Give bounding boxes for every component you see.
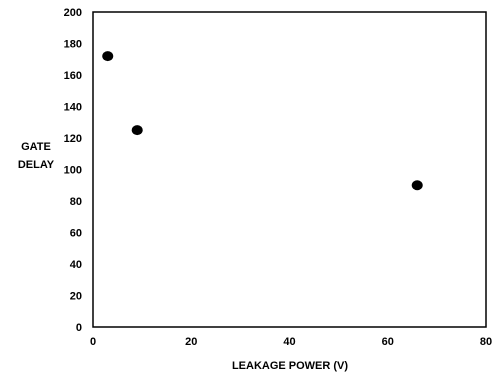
y-tick-label: 80: [70, 196, 82, 208]
x-tick-label: 60: [382, 336, 394, 348]
data-point: [102, 51, 114, 62]
y-tick-label: 120: [64, 133, 82, 145]
plot-frame: [92, 11, 487, 328]
y-tick-label: 60: [70, 228, 82, 240]
y-tick-label: 200: [64, 7, 82, 19]
data-points: [102, 51, 423, 191]
y-tick-label: 180: [64, 39, 82, 51]
y-tick-label: 160: [64, 70, 82, 82]
y-tick-label: 20: [70, 291, 82, 303]
x-tick-labels: 0 20 40 60 80: [90, 336, 492, 348]
y-tick-label: 0: [76, 322, 82, 334]
y-tick-labels: 0 20 40 60 80 100 120 140 160 180 200: [64, 7, 82, 334]
y-axis-label-line-2: DELAY: [18, 159, 55, 171]
axes: [92, 11, 487, 328]
data-point: [411, 180, 423, 191]
y-axis-label-line-1: GATE: [21, 141, 51, 153]
x-tick-label: 20: [185, 336, 197, 348]
x-axis-label: LEAKAGE POWER (V): [232, 360, 348, 372]
data-point: [131, 125, 143, 136]
x-tick-label: 40: [283, 336, 295, 348]
x-tick-label: 80: [480, 336, 492, 348]
y-tick-label: 100: [64, 165, 82, 177]
x-tick-label: 0: [90, 336, 96, 348]
y-tick-label: 140: [64, 102, 82, 114]
y-tick-label: 40: [70, 259, 82, 271]
